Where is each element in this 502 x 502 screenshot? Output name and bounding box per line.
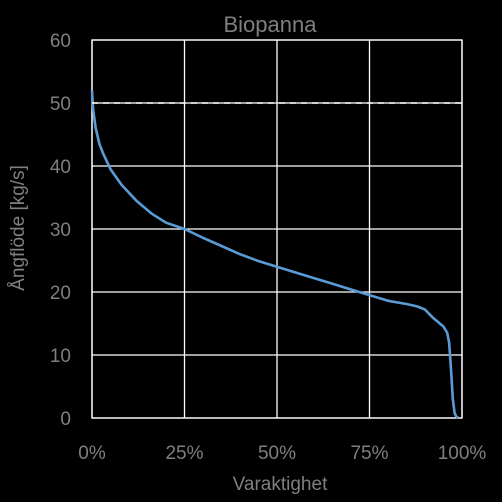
series-line-0 (90, 90, 460, 420)
plot-frame (91, 39, 463, 419)
x-tick-label: 25% (165, 443, 203, 464)
y-tick-label: 20 (50, 283, 71, 304)
y-axis-ticks: 0 10 20 30 40 50 60 (50, 31, 71, 430)
y-axis-label: Ångflöde [kg/s] (8, 165, 29, 291)
chart-title: Biopanna (224, 12, 318, 37)
y-tick-label: 10 (50, 346, 71, 367)
y-tick-label: 60 (50, 31, 71, 52)
x-tick-label: 100% (438, 443, 487, 464)
y-tick-label: 0 (60, 409, 71, 430)
x-tick-label: 75% (350, 443, 388, 464)
x-axis-label: Varaktighet (233, 474, 328, 495)
series-layer (90, 90, 462, 420)
y-tick-label: 50 (50, 94, 71, 115)
y-tick-label: 40 (50, 157, 71, 178)
x-tick-label: 0% (78, 443, 106, 464)
x-tick-label: 50% (258, 443, 296, 464)
x-axis-ticks: 0% 25% 50% 75% 100% (78, 443, 486, 464)
y-tick-label: 30 (50, 220, 71, 241)
plot-area-border (91, 39, 463, 419)
